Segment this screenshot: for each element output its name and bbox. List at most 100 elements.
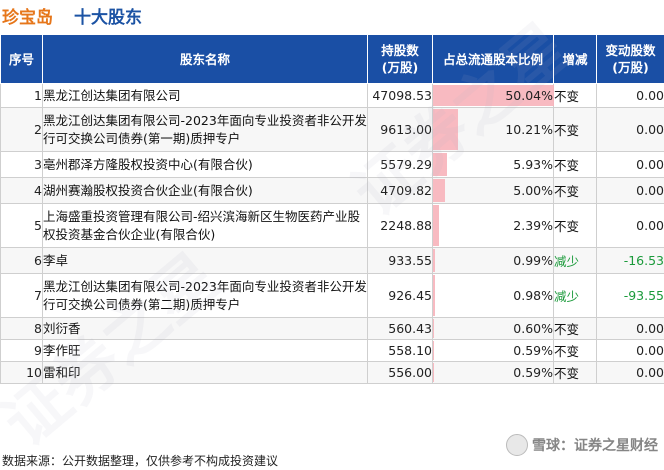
change-status: 不变	[553, 361, 597, 384]
ratio-bar	[433, 319, 435, 338]
change-status: 不变	[553, 177, 597, 204]
data-source-note: 数据来源：公开数据整理，仅供参考不构成投资建议	[2, 454, 279, 468]
ratio-bar	[433, 179, 446, 202]
holding-shares: 4709.82	[367, 177, 433, 204]
stock-name: 珍宝岛	[2, 8, 53, 28]
float-ratio: 0.98%	[432, 273, 554, 318]
float-ratio: 2.39%	[432, 203, 554, 248]
ratio-text: 5.93%	[513, 157, 553, 172]
float-ratio: 10.21%	[432, 107, 554, 152]
float-ratio: 0.59%	[432, 361, 554, 384]
row-index: 8	[0, 317, 43, 340]
holding-shares: 560.43	[367, 317, 433, 340]
holding-shares: 47098.53	[367, 83, 433, 108]
row-index: 5	[0, 203, 43, 248]
row-index: 3	[0, 151, 43, 178]
change-shares: -16.53	[596, 247, 664, 274]
change-status: 减少	[553, 273, 597, 318]
shareholder-name: 李作旺	[42, 339, 368, 362]
holding-shares: 2248.88	[367, 203, 433, 248]
table-header-row: 序号 股东名称 持股数 (万股) 占总流通股本比例 增减 变动股数 (万股)	[0, 34, 664, 84]
shareholder-name: 湖州赛瀚股权投资合伙企业(有限合伙)	[42, 177, 368, 204]
shareholder-name: 李卓	[42, 247, 368, 274]
page-header: 珍宝岛 十大股东	[0, 0, 664, 32]
table-row: 3 亳州郡泽方隆股权投资中心(有限合伙) 5579.29 5.93% 不变 0.00	[0, 151, 664, 178]
table-row: 6 李卓 933.55 0.99% 减少 -16.53	[0, 247, 664, 274]
holding-shares: 556.00	[367, 361, 433, 384]
change-shares: 0.00	[596, 339, 664, 362]
table-row: 2 黑龙江创达集团有限公司-2023年面向专业投资者非公开发行可交换公司债券(第一…	[0, 107, 664, 152]
change-status: 不变	[553, 203, 597, 248]
table-row: 8 刘衍香 560.43 0.60% 不变 0.00	[0, 317, 664, 340]
holding-shares: 926.45	[367, 273, 433, 318]
ratio-text: 0.99%	[513, 253, 553, 268]
corner-watermark: 雪球：证券之星财经	[506, 434, 658, 456]
col-header-change: 增减	[553, 34, 597, 84]
shareholder-name: 雷和印	[42, 361, 368, 384]
table-row: 10 雷和印 556.00 0.59% 不变 0.00	[0, 361, 664, 384]
table-row: 7 黑龙江创达集团有限公司-2023年面向专业投资者非公开发行可交换公司债券(第二…	[0, 273, 664, 318]
float-ratio: 0.60%	[432, 317, 554, 340]
table-row: 1 黑龙江创达集团有限公司 47098.53 50.04% 不变 0.00	[0, 83, 664, 108]
ratio-text: 5.00%	[513, 183, 553, 198]
float-ratio: 5.00%	[432, 177, 554, 204]
shareholder-name: 黑龙江创达集团有限公司	[42, 83, 368, 108]
change-status: 减少	[553, 247, 597, 274]
ratio-text: 0.98%	[513, 288, 553, 303]
ratio-bar	[433, 341, 435, 360]
float-ratio: 0.59%	[432, 339, 554, 362]
shareholder-name: 亳州郡泽方隆股权投资中心(有限合伙)	[42, 151, 368, 178]
holding-shares: 933.55	[367, 247, 433, 274]
float-ratio: 50.04%	[432, 83, 555, 108]
row-index: 9	[0, 339, 43, 362]
change-shares: 0.00	[596, 203, 664, 248]
ratio-bar	[433, 363, 435, 382]
ratio-text: 10.21%	[505, 122, 553, 137]
col-header-holding-text: 持股数 (万股)	[381, 43, 419, 75]
ratio-text: 0.59%	[513, 343, 553, 358]
ratio-bar	[433, 85, 555, 106]
holding-shares: 9613.00	[367, 107, 433, 152]
change-shares: 0.00	[596, 317, 664, 340]
float-ratio: 0.99%	[432, 247, 554, 274]
table-row: 5 上海盛重投资管理有限公司-绍兴滨海新区生物医药产业股权投资基金合伙企业(有限合…	[0, 203, 664, 248]
change-shares: 0.00	[596, 177, 664, 204]
table-body: 1 黑龙江创达集团有限公司 47098.53 50.04% 不变 0.00 2 黑龙江创达集团…	[0, 83, 664, 384]
row-index: 2	[0, 107, 43, 152]
table-row: 9 李作旺 558.10 0.59% 不变 0.00	[0, 339, 664, 362]
holding-shares: 558.10	[367, 339, 433, 362]
ratio-bar	[433, 109, 458, 150]
ratio-text: 0.59%	[513, 365, 553, 380]
row-index: 1	[0, 83, 43, 108]
col-header-name: 股东名称	[42, 34, 368, 84]
change-shares: 0.00	[596, 107, 664, 152]
ratio-bar	[433, 205, 439, 246]
ratio-bar	[433, 275, 436, 316]
row-index: 10	[0, 361, 43, 384]
float-ratio: 5.93%	[432, 151, 554, 178]
ratio-text: 2.39%	[513, 218, 553, 233]
snowball-logo-icon	[506, 434, 528, 456]
ratio-bar	[433, 153, 448, 176]
col-header-ratio: 占总流通股本比例	[432, 34, 554, 84]
col-header-holding: 持股数 (万股)	[367, 34, 433, 84]
col-header-delta-text: 变动股数 (万股)	[605, 43, 656, 75]
ratio-text: 0.60%	[513, 321, 553, 336]
row-index: 7	[0, 273, 43, 318]
change-shares: 0.00	[596, 151, 664, 178]
shareholder-name: 黑龙江创达集团有限公司-2023年面向专业投资者非公开发行可交换公司债券(第二期…	[42, 273, 368, 318]
col-header-index: 序号	[0, 34, 43, 84]
change-shares: 0.00	[596, 361, 664, 384]
top-ten-shareholders-table: 序号 股东名称 持股数 (万股) 占总流通股本比例 增减 变动股数 (万股) 1 黑龙…	[0, 34, 664, 384]
ratio-bar	[433, 249, 436, 272]
col-header-delta: 变动股数 (万股)	[596, 34, 664, 84]
change-status: 不变	[553, 107, 597, 152]
row-index: 4	[0, 177, 43, 204]
change-status: 不变	[553, 339, 597, 362]
ratio-text: 50.04%	[505, 88, 553, 103]
holding-shares: 5579.29	[367, 151, 433, 178]
change-shares: -93.55	[596, 273, 664, 318]
change-status: 不变	[553, 83, 597, 108]
shareholder-name: 刘衍香	[42, 317, 368, 340]
corner-watermark-text: 雪球：证券之星财经	[532, 438, 658, 454]
